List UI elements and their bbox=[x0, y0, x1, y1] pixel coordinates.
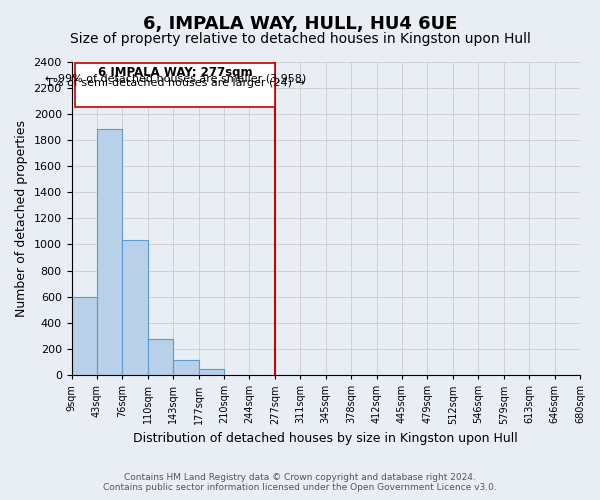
Text: 1% of semi-detached houses are larger (24) →: 1% of semi-detached houses are larger (2… bbox=[46, 78, 305, 88]
Bar bbox=[71, 296, 97, 375]
Bar bbox=[97, 130, 122, 375]
Text: 6, IMPALA WAY, HULL, HU4 6UE: 6, IMPALA WAY, HULL, HU4 6UE bbox=[143, 15, 457, 33]
Bar bbox=[173, 360, 199, 375]
Text: Size of property relative to detached houses in Kingston upon Hull: Size of property relative to detached ho… bbox=[70, 32, 530, 46]
Bar bbox=[148, 338, 173, 375]
Text: Contains HM Land Registry data © Crown copyright and database right 2024.
Contai: Contains HM Land Registry data © Crown c… bbox=[103, 473, 497, 492]
X-axis label: Distribution of detached houses by size in Kingston upon Hull: Distribution of detached houses by size … bbox=[133, 432, 518, 445]
Text: ← 99% of detached houses are smaller (3,958): ← 99% of detached houses are smaller (3,… bbox=[44, 73, 306, 83]
FancyBboxPatch shape bbox=[76, 63, 275, 106]
Text: 6 IMPALA WAY: 277sqm: 6 IMPALA WAY: 277sqm bbox=[98, 66, 253, 80]
Y-axis label: Number of detached properties: Number of detached properties bbox=[15, 120, 28, 317]
Bar bbox=[122, 240, 148, 375]
Bar bbox=[199, 369, 224, 375]
